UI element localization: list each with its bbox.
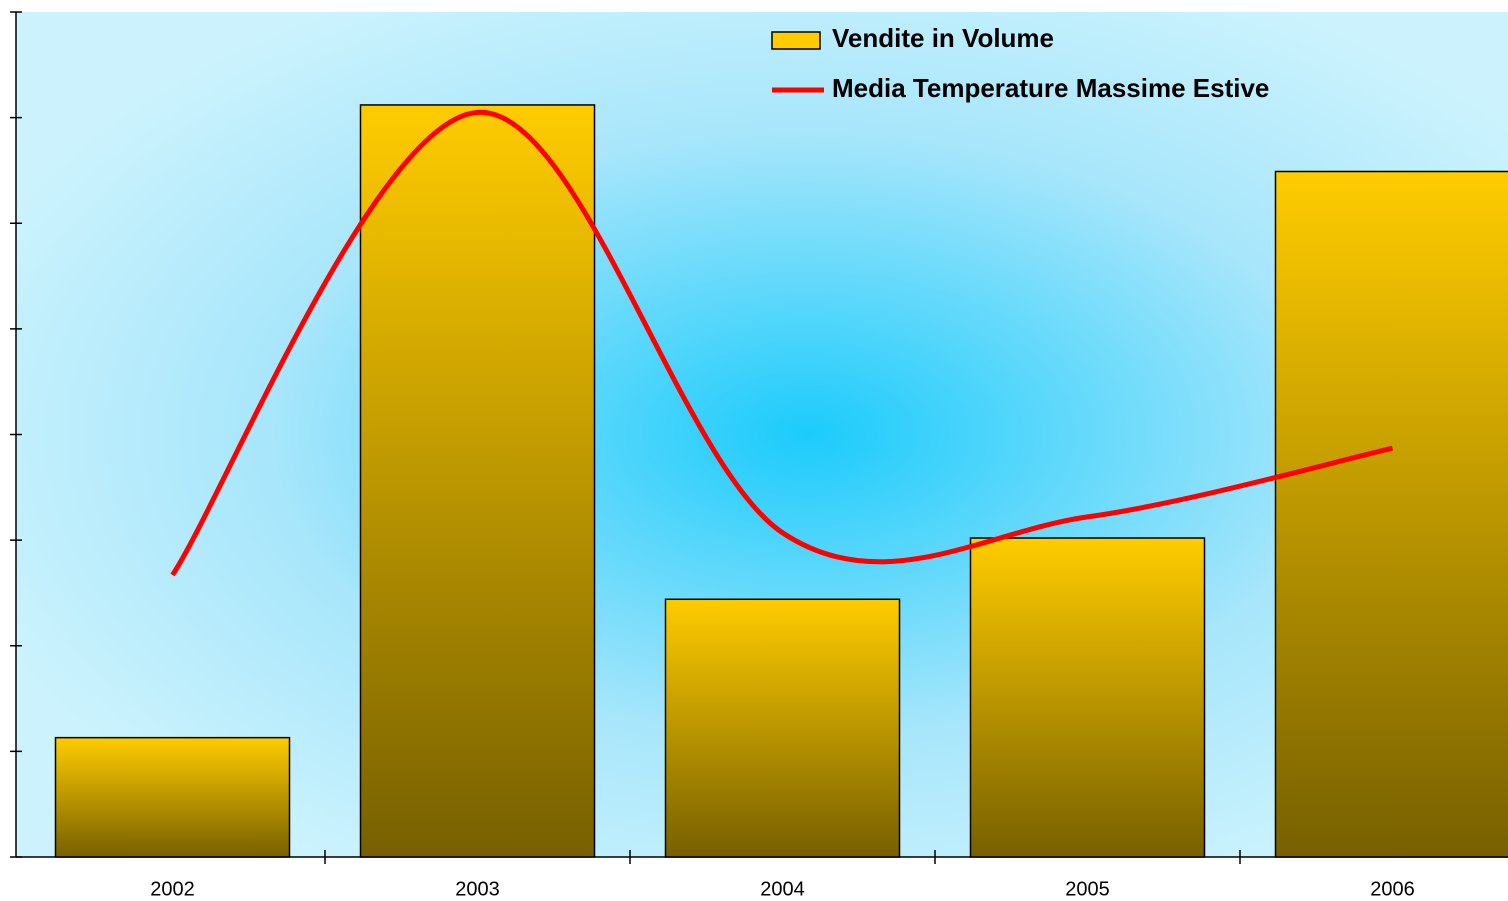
legend-swatch [771,31,821,50]
plot [54,104,1508,858]
bar [359,104,596,858]
x-tick-label: 2006 [1370,878,1415,900]
line [170,109,1394,577]
bar [54,736,291,858]
legend-label: Media Temperature Massime Estive [832,73,1269,103]
x-tick-label: 2002 [150,878,195,900]
x-tick-label: 2004 [760,878,805,900]
legend-label: Vendite in Volume [832,23,1054,53]
bar [664,598,901,858]
x-tick-label: 2003 [455,878,500,900]
bar [1274,170,1508,858]
bar [969,537,1206,858]
x-tick-label: 2005 [1065,878,1110,900]
